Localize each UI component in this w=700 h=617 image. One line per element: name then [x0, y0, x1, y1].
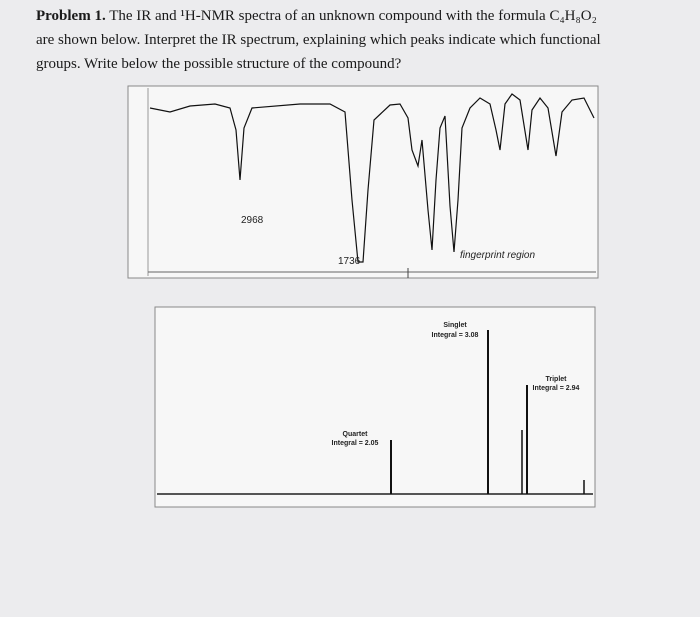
- peak-name: Triplet: [545, 376, 567, 383]
- ir-annotation: 1736: [338, 256, 361, 267]
- problem-line: Problem 1. The IR and ¹H-NMR spectra of …: [36, 8, 597, 25]
- ir-annotation: 2968: [241, 215, 264, 226]
- peak-name: Singlet: [443, 322, 467, 329]
- problem-label: Problem 1.: [36, 8, 106, 24]
- peak-integral: Integral = 2.94: [533, 385, 580, 392]
- problem-text: are shown below. Interpret the IR spectr…: [36, 32, 601, 48]
- ir-curve: [149, 93, 595, 263]
- ir-annotation: fingerprint region: [460, 250, 535, 261]
- ir-frame: [127, 85, 599, 279]
- peak-integral: Integral = 2.05: [332, 440, 379, 447]
- problem-text: The IR and ¹H-NMR spectra of an unknown …: [109, 8, 597, 24]
- nmr-frame: [154, 306, 596, 508]
- problem-text: groups. Write below the possible structu…: [36, 56, 402, 72]
- peak-integral: Integral = 3.08: [432, 332, 479, 339]
- peak-name: Quartet: [343, 431, 369, 438]
